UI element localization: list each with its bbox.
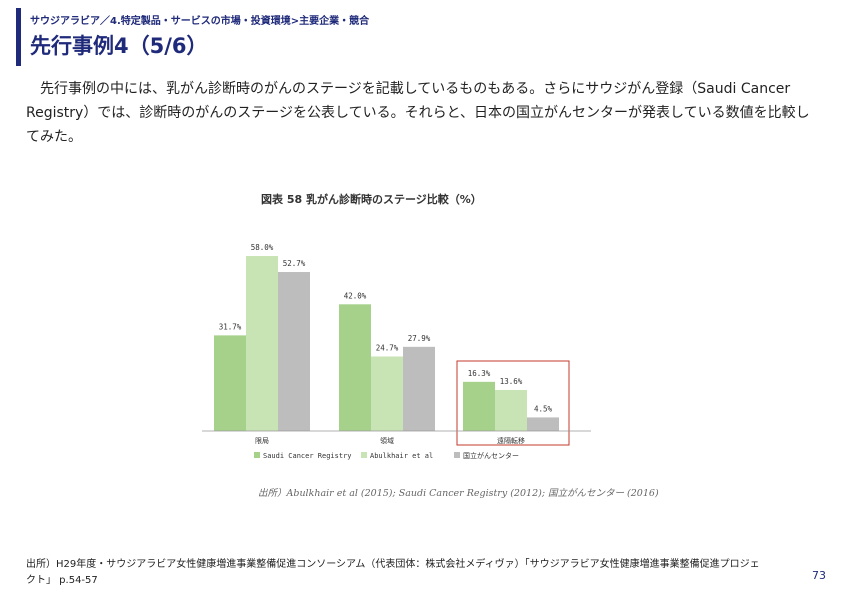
data-label: 4.5% <box>534 404 553 413</box>
data-label: 42.0% <box>344 291 367 300</box>
bar <box>463 381 495 431</box>
title-accent-bar <box>16 8 21 66</box>
stage-comparison-chart: 図表 58 乳がん診断時のステージ比較（%） 31.7% 42.0% 16.3% 58.… <box>202 192 591 460</box>
legend-swatch <box>361 452 367 458</box>
bar <box>214 335 246 431</box>
data-label: 52.7% <box>283 259 306 268</box>
bar <box>339 304 371 431</box>
data-label: 58.0% <box>251 243 274 252</box>
legend-label: Saudi Cancer Registry <box>263 452 352 460</box>
page-number: 73 <box>812 569 826 582</box>
body-text: 先行事例の中には、乳がん診断時のがんのステージを記載しているものもある。さらにサ… <box>26 77 818 149</box>
bar <box>403 346 435 431</box>
legend-swatch <box>454 452 460 458</box>
legend-label: Abulkhair et al <box>370 452 433 460</box>
category-label: 遠隔転移 <box>497 436 525 445</box>
data-label: 24.7% <box>376 343 399 352</box>
chart-source: 出所）Abulkhair et al (2015); Saudi Cancer … <box>258 488 659 499</box>
bar <box>278 272 310 431</box>
breadcrumb: サウジアラビア／4.特定製品・サービスの市場・投資環境>主要企業・競合 <box>30 16 370 27</box>
data-label: 27.9% <box>408 334 431 343</box>
bar <box>246 256 278 431</box>
bar <box>495 389 527 431</box>
body-paragraph: 先行事例の中には、乳がん診断時のがんのステージを記載しているものもある。さらにサ… <box>26 81 810 145</box>
data-label: 31.7% <box>219 322 242 331</box>
category-label: 限局 <box>255 436 269 445</box>
bar <box>371 356 403 431</box>
category-label: 領域 <box>380 436 394 445</box>
chart-title: 図表 58 乳がん診断時のステージ比較（%） <box>261 192 482 206</box>
page-title: 先行事例4（5/6） <box>30 34 208 58</box>
data-label: 13.6% <box>500 377 523 386</box>
highlight-box <box>456 360 570 446</box>
legend-label: 国立がんセンター <box>463 451 519 460</box>
legend-swatch <box>254 452 260 458</box>
data-label: 16.3% <box>468 369 491 378</box>
bar <box>527 417 559 431</box>
footer-source: 出所）H29年度・サウジアラビア女性健康増進事業整備促進コンソーシアム（代表団体… <box>26 559 760 586</box>
